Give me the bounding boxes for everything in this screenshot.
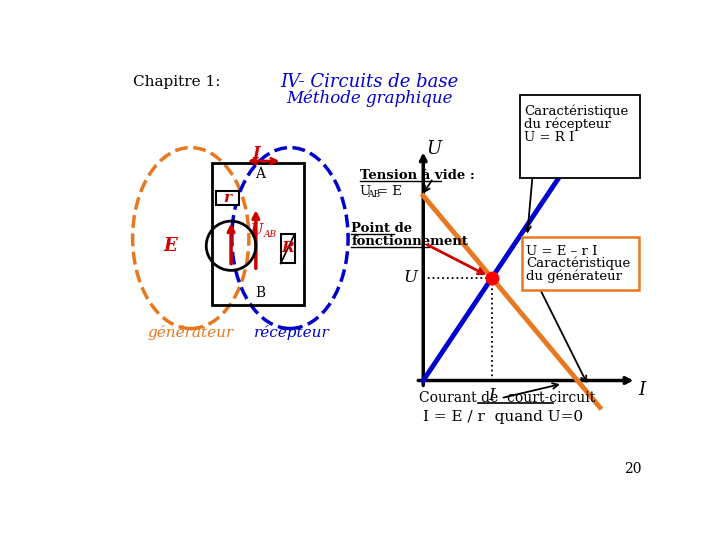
Text: Point de: Point de: [351, 222, 413, 235]
Text: Tension à vide :: Tension à vide :: [360, 169, 474, 182]
Text: U: U: [426, 140, 441, 159]
Text: du générateur: du générateur: [526, 270, 622, 284]
Text: I: I: [253, 145, 261, 162]
Text: du récepteur: du récepteur: [524, 117, 611, 131]
Text: générateur: générateur: [148, 325, 234, 340]
Bar: [215, 191, 239, 205]
Text: AB: AB: [366, 190, 380, 199]
Text: fonctionnement: fonctionnement: [351, 235, 468, 248]
Text: B: B: [256, 286, 266, 300]
Text: I: I: [489, 387, 495, 404]
Bar: [520, 95, 640, 178]
Text: E: E: [163, 237, 176, 255]
Text: AB: AB: [264, 230, 276, 239]
Text: U = E – r I: U = E – r I: [526, 245, 598, 258]
Bar: [212, 163, 304, 305]
Text: I: I: [638, 381, 645, 399]
Text: Méthode graphique: Méthode graphique: [286, 89, 452, 107]
Text: r: r: [223, 191, 231, 205]
Text: U: U: [403, 269, 417, 286]
Text: U = R I: U = R I: [524, 131, 575, 144]
Bar: [281, 234, 294, 264]
Text: Chapitre 1:: Chapitre 1:: [132, 75, 220, 89]
Text: U: U: [251, 224, 264, 238]
Text: IV- Circuits de base: IV- Circuits de base: [280, 73, 458, 91]
Text: 20: 20: [624, 462, 642, 476]
Text: Caractéristique: Caractéristique: [526, 256, 631, 270]
Bar: [523, 237, 639, 289]
Text: R: R: [282, 241, 294, 255]
Text: A: A: [256, 167, 266, 181]
Text: Caractéristique: Caractéristique: [524, 104, 629, 118]
Text: U: U: [360, 185, 371, 198]
Text: = E: = E: [377, 185, 402, 198]
Text: I = E / r  quand U=0: I = E / r quand U=0: [423, 410, 583, 424]
Text: récepteur: récepteur: [253, 325, 329, 340]
Text: Courant de  court-circuit: Courant de court-circuit: [419, 391, 595, 405]
